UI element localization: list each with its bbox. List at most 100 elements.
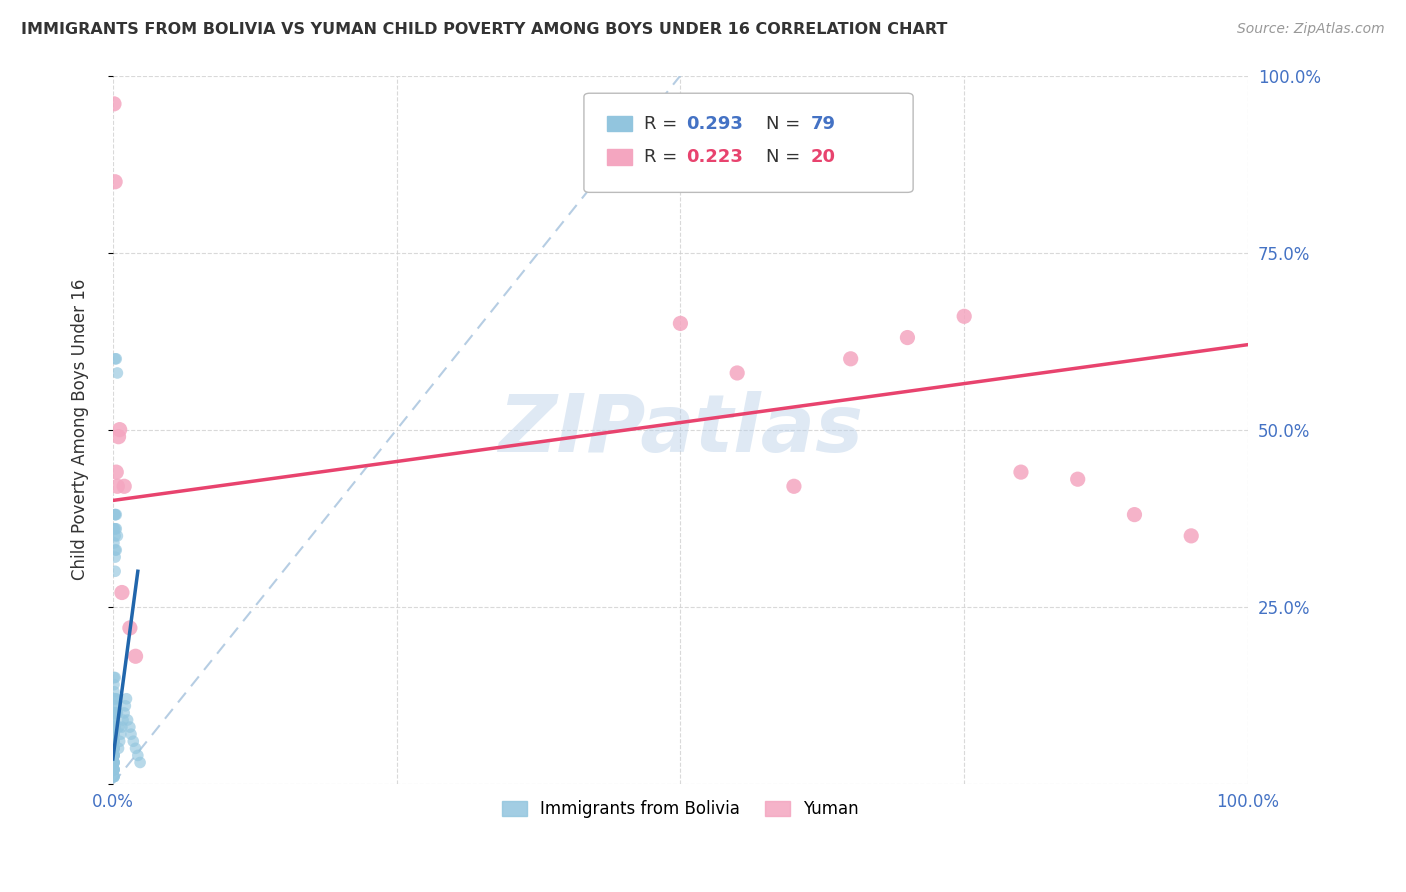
Bar <box>606 116 631 131</box>
Point <box>105 465 128 479</box>
Point <box>103 713 125 727</box>
Point <box>103 734 125 748</box>
Point <box>124 741 146 756</box>
Point <box>111 720 134 734</box>
Point <box>103 763 125 777</box>
Point <box>103 748 125 763</box>
Point <box>103 748 125 763</box>
Point <box>103 706 125 720</box>
Point <box>103 727 125 741</box>
Point <box>103 96 125 111</box>
Point <box>103 770 125 784</box>
Point <box>103 727 125 741</box>
Point <box>103 720 125 734</box>
Point <box>104 550 127 565</box>
Point <box>103 713 125 727</box>
Point <box>105 706 128 720</box>
Point <box>1123 508 1146 522</box>
Point <box>105 508 128 522</box>
Point <box>725 366 748 380</box>
Point <box>103 536 125 550</box>
Point <box>111 585 134 599</box>
Point <box>104 691 127 706</box>
Point <box>103 691 125 706</box>
Point <box>103 741 125 756</box>
Point <box>103 756 125 770</box>
Bar <box>606 149 631 165</box>
Point <box>103 734 125 748</box>
Point <box>117 713 139 727</box>
Point <box>104 564 127 578</box>
Text: 20: 20 <box>811 148 837 166</box>
Point <box>104 351 127 366</box>
Point <box>103 763 125 777</box>
Point <box>104 706 127 720</box>
Text: R =: R = <box>644 115 683 133</box>
Text: 0.223: 0.223 <box>686 148 742 166</box>
Point <box>104 720 127 734</box>
Point <box>129 756 152 770</box>
Text: N =: N = <box>765 115 806 133</box>
Point <box>669 317 692 331</box>
Point <box>103 677 125 691</box>
Point <box>1010 465 1032 479</box>
Point <box>124 649 146 664</box>
Point <box>118 720 141 734</box>
Point <box>839 351 862 366</box>
Text: N =: N = <box>765 148 806 166</box>
Point <box>105 522 128 536</box>
Point <box>112 706 135 720</box>
Point <box>107 741 129 756</box>
Text: IMMIGRANTS FROM BOLIVIA VS YUMAN CHILD POVERTY AMONG BOYS UNDER 16 CORRELATION C: IMMIGRANTS FROM BOLIVIA VS YUMAN CHILD P… <box>21 22 948 37</box>
Point <box>107 430 129 444</box>
Point <box>103 770 125 784</box>
Point <box>103 770 125 784</box>
Point <box>1180 529 1202 543</box>
Point <box>103 734 125 748</box>
Point <box>104 671 127 685</box>
Point <box>103 763 125 777</box>
Point <box>103 522 125 536</box>
Point <box>104 508 127 522</box>
Point <box>105 691 128 706</box>
Point <box>112 713 135 727</box>
Y-axis label: Child Poverty Among Boys Under 16: Child Poverty Among Boys Under 16 <box>72 279 89 581</box>
Point <box>103 756 125 770</box>
Point <box>103 748 125 763</box>
Point <box>104 175 127 189</box>
Text: 0.293: 0.293 <box>686 115 742 133</box>
Point <box>783 479 806 493</box>
Point <box>105 529 128 543</box>
Point <box>114 698 136 713</box>
Point <box>105 366 128 380</box>
Point <box>107 720 129 734</box>
Point <box>103 756 125 770</box>
Point <box>103 706 125 720</box>
Point <box>103 684 125 698</box>
Point <box>108 423 131 437</box>
Point <box>118 621 141 635</box>
Text: ZIPatlas: ZIPatlas <box>498 391 863 468</box>
Legend: Immigrants from Bolivia, Yuman: Immigrants from Bolivia, Yuman <box>495 794 866 825</box>
Point <box>103 741 125 756</box>
Point <box>103 748 125 763</box>
Point <box>110 727 132 741</box>
Point <box>104 508 127 522</box>
Point <box>105 479 128 493</box>
Point <box>103 741 125 756</box>
Point <box>103 720 125 734</box>
Point <box>122 734 145 748</box>
Point <box>103 727 125 741</box>
Text: 79: 79 <box>811 115 837 133</box>
Point <box>103 706 125 720</box>
Point <box>103 720 125 734</box>
Point <box>112 479 135 493</box>
Text: R =: R = <box>644 148 683 166</box>
Point <box>103 698 125 713</box>
Point <box>953 310 976 324</box>
Point <box>105 543 128 558</box>
Point <box>103 713 125 727</box>
Point <box>103 741 125 756</box>
Point <box>115 691 138 706</box>
Point <box>103 671 125 685</box>
